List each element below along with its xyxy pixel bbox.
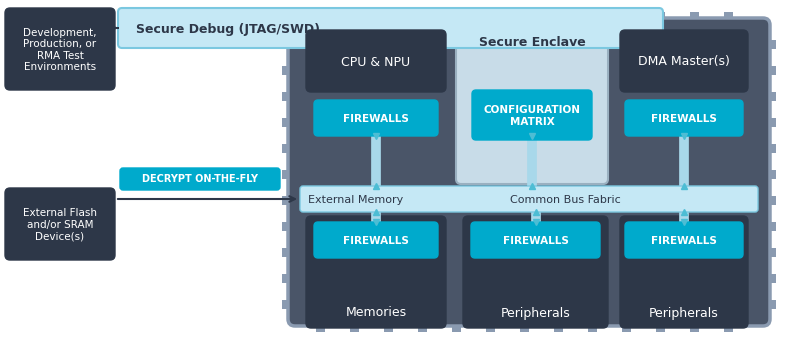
Text: Memories: Memories bbox=[345, 306, 407, 319]
Bar bbox=[452, 326, 461, 332]
Text: FIREWALLS: FIREWALLS bbox=[343, 236, 409, 246]
Bar bbox=[770, 248, 776, 257]
Bar bbox=[690, 12, 699, 18]
Bar bbox=[384, 12, 393, 18]
Text: FIREWALLS: FIREWALLS bbox=[651, 114, 717, 124]
Text: Common Bus Fabric: Common Bus Fabric bbox=[510, 195, 621, 205]
Text: CONFIGURATION
MATRIX: CONFIGURATION MATRIX bbox=[484, 105, 580, 127]
FancyBboxPatch shape bbox=[118, 8, 663, 48]
Bar bbox=[520, 12, 529, 18]
FancyBboxPatch shape bbox=[620, 30, 748, 92]
Bar bbox=[770, 66, 776, 75]
Bar bbox=[770, 170, 776, 179]
Bar bbox=[282, 92, 288, 101]
Bar bbox=[770, 92, 776, 101]
Bar bbox=[282, 300, 288, 309]
Bar bbox=[282, 274, 288, 283]
Bar bbox=[452, 12, 461, 18]
FancyBboxPatch shape bbox=[120, 168, 280, 190]
Bar bbox=[418, 326, 427, 332]
FancyBboxPatch shape bbox=[5, 188, 115, 260]
Bar bbox=[770, 40, 776, 49]
Bar bbox=[690, 326, 699, 332]
FancyBboxPatch shape bbox=[472, 90, 592, 140]
Bar bbox=[350, 12, 359, 18]
Bar bbox=[282, 66, 288, 75]
FancyBboxPatch shape bbox=[306, 216, 446, 328]
FancyBboxPatch shape bbox=[5, 8, 115, 90]
Text: Peripherals: Peripherals bbox=[501, 306, 571, 319]
Bar bbox=[520, 326, 529, 332]
Bar bbox=[724, 326, 733, 332]
Text: FIREWALLS: FIREWALLS bbox=[502, 236, 568, 246]
Bar bbox=[724, 12, 733, 18]
Bar bbox=[486, 12, 495, 18]
Bar bbox=[486, 326, 495, 332]
Bar bbox=[282, 40, 288, 49]
Bar bbox=[282, 170, 288, 179]
FancyBboxPatch shape bbox=[288, 18, 770, 326]
Bar bbox=[282, 144, 288, 153]
Bar bbox=[554, 326, 563, 332]
Text: Secure Debug (JTAG/SWD): Secure Debug (JTAG/SWD) bbox=[136, 23, 320, 36]
Bar bbox=[588, 326, 597, 332]
FancyBboxPatch shape bbox=[620, 216, 748, 328]
Bar bbox=[770, 300, 776, 309]
Text: External Flash
and/or SRAM
Device(s): External Flash and/or SRAM Device(s) bbox=[23, 208, 97, 241]
FancyBboxPatch shape bbox=[463, 216, 608, 328]
Bar bbox=[622, 12, 631, 18]
FancyBboxPatch shape bbox=[456, 26, 608, 184]
Bar bbox=[588, 12, 597, 18]
Bar bbox=[770, 118, 776, 127]
Bar bbox=[282, 196, 288, 205]
Text: Development,
Production, or
RMA Test
Environments: Development, Production, or RMA Test Env… bbox=[24, 28, 97, 73]
Bar bbox=[770, 222, 776, 231]
Bar bbox=[656, 12, 665, 18]
Text: FIREWALLS: FIREWALLS bbox=[343, 114, 409, 124]
FancyBboxPatch shape bbox=[625, 222, 743, 258]
Text: DECRYPT ON-THE-FLY: DECRYPT ON-THE-FLY bbox=[142, 174, 258, 184]
Text: Secure Enclave: Secure Enclave bbox=[479, 36, 586, 49]
Bar bbox=[418, 12, 427, 18]
FancyBboxPatch shape bbox=[314, 222, 438, 258]
Bar bbox=[622, 326, 631, 332]
Bar bbox=[770, 196, 776, 205]
Bar bbox=[282, 248, 288, 257]
Bar bbox=[282, 118, 288, 127]
Bar bbox=[770, 144, 776, 153]
Bar bbox=[350, 326, 359, 332]
FancyBboxPatch shape bbox=[306, 30, 446, 92]
Bar bbox=[656, 326, 665, 332]
Bar bbox=[384, 326, 393, 332]
Bar bbox=[282, 222, 288, 231]
Text: Peripherals: Peripherals bbox=[649, 306, 719, 319]
Bar bbox=[554, 12, 563, 18]
FancyBboxPatch shape bbox=[300, 186, 758, 212]
Bar bbox=[316, 12, 325, 18]
Text: FIREWALLS: FIREWALLS bbox=[651, 236, 717, 246]
Bar bbox=[770, 274, 776, 283]
FancyBboxPatch shape bbox=[471, 222, 600, 258]
Text: DMA Master(s): DMA Master(s) bbox=[638, 55, 730, 68]
Text: CPU & NPU: CPU & NPU bbox=[341, 55, 411, 68]
Text: External Memory: External Memory bbox=[308, 195, 403, 205]
FancyBboxPatch shape bbox=[314, 100, 438, 136]
Bar bbox=[316, 326, 325, 332]
FancyBboxPatch shape bbox=[625, 100, 743, 136]
